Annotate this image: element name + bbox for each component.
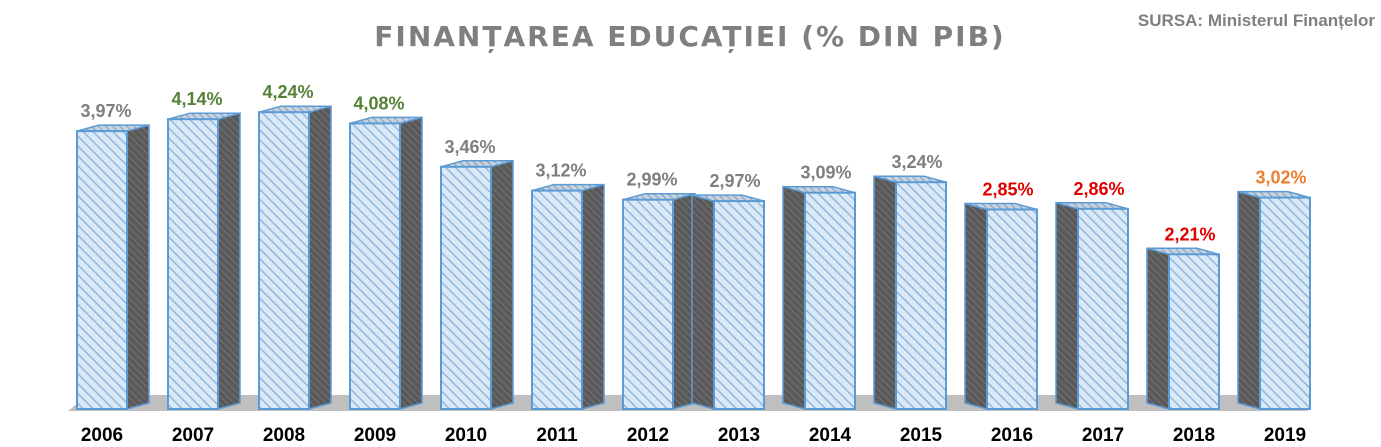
- bar-2014: [782, 185, 856, 410]
- data-label-2009: 4,08%: [353, 93, 404, 113]
- data-label-2008: 4,24%: [262, 82, 313, 102]
- bar-2007: [167, 112, 241, 410]
- bar-2006: [76, 124, 150, 410]
- x-tick-2014: 2014: [809, 425, 852, 446]
- bar-front-face: [531, 189, 583, 410]
- x-tick-2009: 2009: [354, 425, 396, 446]
- bar-side-face: [1237, 190, 1261, 410]
- data-label-2012: 2,99%: [626, 170, 677, 190]
- x-tick-2015: 2015: [900, 425, 943, 446]
- data-label-2018: 2,21%: [1164, 224, 1215, 244]
- bar-front-face: [76, 130, 128, 410]
- x-tick-2016: 2016: [991, 425, 1033, 446]
- data-label-2019: 3,02%: [1255, 168, 1306, 188]
- bar-front-face: [167, 118, 219, 410]
- bar-side-face: [399, 116, 423, 410]
- x-tick-2011: 2011: [536, 425, 578, 446]
- bar-side-face: [217, 112, 241, 410]
- data-label-2013: 2,97%: [709, 171, 760, 191]
- bar-2016: [964, 202, 1038, 410]
- data-label-2007: 4,14%: [171, 89, 222, 109]
- bar-front-face: [349, 122, 401, 411]
- data-label-2015: 3,24%: [891, 152, 942, 172]
- bar-2011: [531, 183, 605, 410]
- bar-side-face: [490, 159, 514, 410]
- bar-front-face: [713, 200, 765, 410]
- bar-front-face: [986, 208, 1038, 410]
- bar-side-face: [1146, 247, 1170, 410]
- bar-front-face: [622, 198, 674, 410]
- x-tick-2007: 2007: [172, 425, 214, 446]
- bar-front-face: [1077, 207, 1129, 410]
- data-labels-group: 3,97% 4,14% 4,24% 4,08% 3,46% 3,12% 2,99% 2,97%…: [80, 82, 1306, 244]
- source-note: SURSA: Ministerul Finanțelor: [1138, 11, 1375, 30]
- bars-group: [76, 105, 1311, 411]
- x-tick-2006: 2006: [81, 425, 123, 446]
- data-label-2011: 3,12%: [535, 161, 586, 181]
- x-axis-ticks: 2006 2007 2008 2009 2010 2011 2012 2013 2014 2015…: [81, 425, 1306, 446]
- bar-side-face: [691, 194, 715, 410]
- x-tick-2018: 2018: [1173, 425, 1215, 446]
- x-tick-2013: 2013: [718, 425, 760, 446]
- x-tick-2012: 2012: [627, 425, 669, 446]
- data-label-2014: 3,09%: [800, 163, 851, 183]
- bar-2013: [691, 194, 765, 410]
- bar-front-face: [804, 191, 856, 410]
- bar-2015: [873, 175, 947, 410]
- x-tick-2017: 2017: [1082, 425, 1124, 446]
- x-tick-2019: 2019: [1264, 425, 1306, 446]
- bar-2009: [349, 116, 423, 411]
- bar-side-face: [1055, 201, 1079, 410]
- bar-2017: [1055, 201, 1129, 410]
- bar-2012: [622, 192, 696, 410]
- bar-front-face: [895, 181, 947, 410]
- bar-side-face: [308, 105, 332, 410]
- bar-2018: [1146, 247, 1220, 410]
- bar-side-face: [964, 202, 988, 410]
- bar-side-face: [782, 185, 806, 410]
- bar-side-face: [873, 175, 897, 410]
- bar-front-face: [1168, 253, 1220, 410]
- bar-2010: [440, 159, 514, 410]
- bar-front-face: [1259, 196, 1311, 410]
- x-tick-2010: 2010: [445, 425, 487, 446]
- chart-title: FINANȚAREA EDUCAȚIEI (% DIN PIB): [374, 20, 1005, 53]
- bar-side-face: [581, 183, 605, 410]
- bar-front-face: [440, 165, 492, 410]
- bar-front-face: [258, 111, 310, 410]
- x-tick-2008: 2008: [263, 425, 305, 446]
- bar-2019: [1237, 190, 1311, 410]
- bar-2008: [258, 105, 332, 410]
- data-label-2006: 3,97%: [80, 101, 131, 121]
- data-label-2010: 3,46%: [444, 137, 495, 157]
- bar-side-face: [126, 124, 150, 410]
- data-label-2016: 2,85%: [982, 180, 1033, 200]
- data-label-2017: 2,86%: [1073, 179, 1124, 199]
